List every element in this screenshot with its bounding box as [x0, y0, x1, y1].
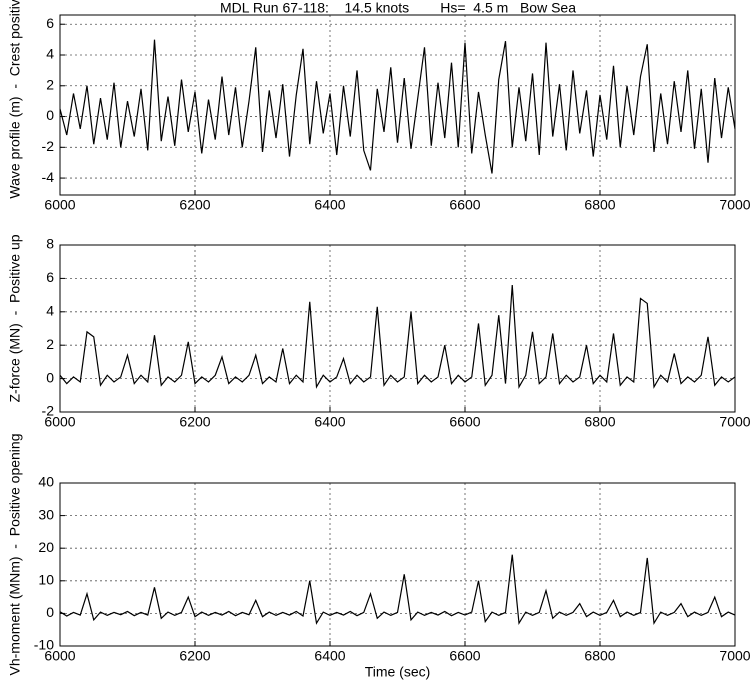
x-tick-label: 6600: [449, 414, 480, 430]
y-tick-label: 0: [46, 107, 54, 123]
y-axis-label: Z-force (MN) - Positive up: [7, 234, 23, 402]
y-tick-label: 8: [46, 236, 54, 252]
x-tick-label: 7000: [719, 414, 750, 430]
plot-frame: [59, 244, 736, 413]
x-tick-label: 6400: [314, 414, 345, 430]
x-tick-label: 6600: [449, 197, 480, 213]
x-tick-label: 6000: [44, 414, 75, 430]
y-tick-label: -4: [42, 169, 55, 185]
y-tick-label: 0: [46, 369, 54, 385]
chart-title: MDL Run 67-118: 14.5 knots Hs= 4.5 m Bow…: [220, 0, 576, 16]
x-tick-label: 6000: [44, 648, 75, 664]
x-tick-label: 6600: [449, 648, 480, 664]
plot-frame: [59, 14, 736, 196]
y-tick-label: 4: [46, 303, 54, 319]
y-axis-label: Vh-moment (MNm) - Positive opening: [7, 434, 23, 676]
data-line: [59, 285, 736, 389]
y-tick-label: 10: [38, 572, 54, 588]
y-tick-label: -2: [42, 138, 55, 154]
x-tick-label: 6800: [584, 414, 615, 430]
x-tick-label: 6400: [314, 197, 345, 213]
x-tick-label: 6200: [179, 197, 210, 213]
y-tick-label: 0: [46, 604, 54, 620]
x-tick-label: 6200: [179, 648, 210, 664]
data-line: [59, 554, 736, 626]
x-tick-label: 6200: [179, 414, 210, 430]
y-tick-label: 40: [38, 474, 54, 490]
y-tick-label: 2: [46, 336, 54, 352]
x-tick-label: 7000: [719, 197, 750, 213]
x-tick-label: 6000: [44, 197, 75, 213]
y-tick-label: 30: [38, 506, 54, 522]
y-axis-label: Wave profile (m) - Crest positive: [7, 0, 23, 199]
x-axis-label: Time (sec): [365, 664, 431, 680]
y-tick-label: 4: [46, 46, 54, 62]
x-tick-label: 6800: [584, 648, 615, 664]
y-tick-label: -2: [42, 403, 55, 419]
x-tick-label: 6800: [584, 197, 615, 213]
y-tick-label: 6: [46, 15, 54, 31]
data-line: [59, 39, 736, 174]
y-tick-label: 6: [46, 269, 54, 285]
x-tick-label: 6400: [314, 648, 345, 664]
plot-frame: [59, 482, 736, 647]
x-tick-label: 7000: [719, 648, 750, 664]
y-tick-label: -10: [34, 637, 54, 653]
y-tick-label: 20: [38, 539, 54, 555]
y-tick-label: 2: [46, 76, 54, 92]
